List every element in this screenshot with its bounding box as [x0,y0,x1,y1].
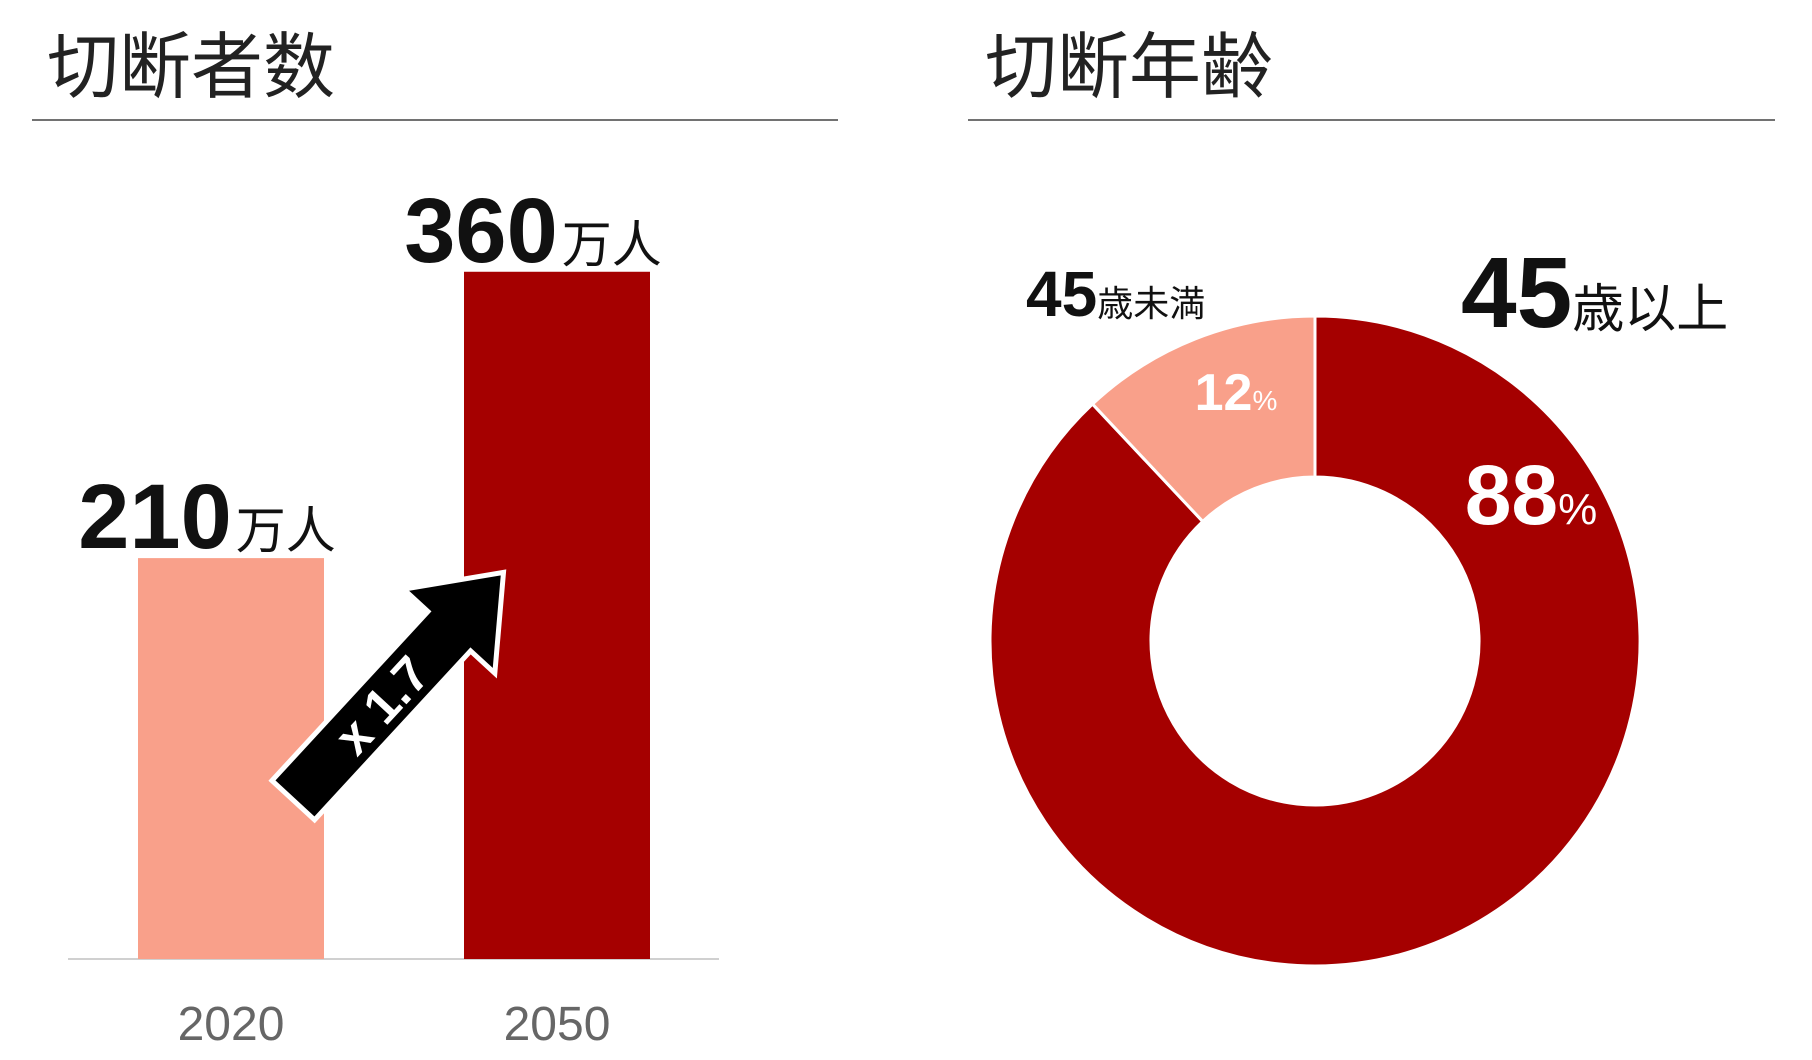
category-label: 45歳未満 [1026,258,1205,330]
chart-title: 切断者数 [47,28,335,108]
value-label: 12% [1195,364,1278,422]
chart-title: 切断年齢 [985,28,1273,108]
value-label: 88% [1465,448,1598,542]
value-unit: 万人 [236,503,336,559]
x-tick-label: 2050 [504,998,611,1051]
arrow-shape [268,569,507,824]
donut-slice [1090,314,1317,524]
value-label: 210万人 [78,466,336,568]
category-label: 45歳以上 [1461,237,1728,349]
donut-slice [988,314,1642,968]
x-tick-label: 2020 [178,998,285,1051]
value-number: 360 [404,180,558,282]
value-label: 360万人 [404,180,662,282]
value-unit: 万人 [562,217,662,273]
value-number: 210 [78,466,232,568]
